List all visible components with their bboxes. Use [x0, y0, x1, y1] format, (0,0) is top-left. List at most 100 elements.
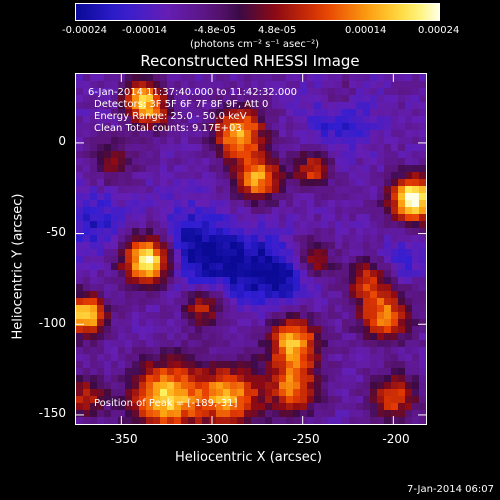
heatmap-cell — [321, 130, 329, 138]
heatmap-cell — [167, 186, 175, 194]
heatmap-cell — [335, 221, 343, 229]
heatmap-cell — [237, 403, 245, 411]
heatmap-cell — [230, 186, 238, 194]
heatmap-cell — [216, 95, 224, 103]
heatmap-cell — [286, 200, 294, 208]
heatmap-cell — [153, 333, 161, 341]
heatmap-cell — [391, 403, 399, 411]
heatmap-cell — [384, 186, 392, 194]
heatmap-cell — [321, 361, 329, 369]
heatmap-cell — [370, 193, 378, 201]
heatmap-cell — [391, 298, 399, 306]
heatmap-cell — [419, 375, 426, 383]
heatmap-cell — [223, 193, 231, 201]
heatmap-cell — [251, 312, 259, 320]
heatmap-cell — [104, 109, 112, 117]
heatmap-cell — [223, 305, 231, 313]
heatmap-cell — [125, 333, 133, 341]
heatmap-cell — [279, 200, 287, 208]
heatmap-cell — [412, 417, 420, 424]
heatmap-cell — [300, 95, 308, 103]
heatmap-cell — [181, 417, 189, 424]
heatmap-cell — [342, 116, 350, 124]
heatmap-cell — [391, 165, 399, 173]
heatmap-cell — [118, 137, 126, 145]
heatmap-cell — [146, 221, 154, 229]
heatmap-cell — [363, 298, 371, 306]
heatmap-cell — [286, 144, 294, 152]
heatmap-cell — [237, 123, 245, 131]
heatmap-cell — [272, 179, 280, 187]
heatmap-cell — [209, 88, 217, 96]
heatmap-cell — [167, 88, 175, 96]
heatmap-cell — [419, 403, 426, 411]
heatmap-cell — [342, 277, 350, 285]
heatmap-cell — [251, 277, 259, 285]
heatmap-cell — [314, 396, 322, 404]
heatmap-cell — [195, 137, 203, 145]
heatmap-cell — [265, 291, 273, 299]
heatmap-cell — [139, 319, 147, 327]
heatmap-cell — [279, 333, 287, 341]
heatmap-cell — [174, 172, 182, 180]
heatmap-cell — [195, 123, 203, 131]
heatmap-cell — [342, 382, 350, 390]
heatmap-cell — [146, 277, 154, 285]
heatmap-cell — [90, 158, 98, 166]
heatmap-cell — [188, 382, 196, 390]
heatmap-cell — [405, 270, 413, 278]
heatmap-cell — [209, 326, 217, 334]
heatmap-cell — [111, 193, 119, 201]
heatmap-cell — [174, 235, 182, 243]
heatmap-cell — [216, 375, 224, 383]
heatmap-cell — [153, 179, 161, 187]
heatmap-cell — [244, 361, 252, 369]
heatmap-cell — [195, 410, 203, 418]
heatmap-cell — [188, 347, 196, 355]
heatmap-cell — [209, 228, 217, 236]
heatmap-cell — [258, 403, 266, 411]
heatmap-cell — [223, 312, 231, 320]
heatmap-cell — [251, 242, 259, 250]
heatmap-cell — [279, 298, 287, 306]
heatmap-cell — [202, 228, 210, 236]
heatmap-cell — [349, 319, 357, 327]
heatmap-cell — [265, 116, 273, 124]
heatmap-cell — [335, 186, 343, 194]
heatmap-cell — [377, 368, 385, 376]
heatmap-cell — [132, 312, 140, 320]
heatmap-cell — [356, 228, 364, 236]
heatmap-cell — [97, 298, 105, 306]
heatmap-cell — [349, 221, 357, 229]
heatmap-cell — [111, 123, 119, 131]
heatmap-cell — [335, 179, 343, 187]
heatmap-cell — [195, 256, 203, 264]
heatmap-cell — [307, 214, 315, 222]
heatmap-cell — [307, 319, 315, 327]
heatmap-cell — [181, 403, 189, 411]
heatmap-cell — [181, 123, 189, 131]
heatmap-cell — [384, 235, 392, 243]
heatmap-cell — [167, 214, 175, 222]
heatmap-cell — [90, 74, 98, 82]
heatmap-cell — [391, 186, 399, 194]
heatmap-cell — [314, 88, 322, 96]
heatmap-cell — [419, 354, 426, 362]
heatmap-cell — [258, 305, 266, 313]
heatmap-cell — [412, 249, 420, 257]
heatmap-cell — [223, 347, 231, 355]
heatmap-cell — [104, 214, 112, 222]
heatmap-cell — [174, 151, 182, 159]
heatmap-cell — [181, 270, 189, 278]
heatmap-cell — [370, 74, 378, 82]
heatmap-cell — [286, 242, 294, 250]
heatmap-cell — [230, 270, 238, 278]
heatmap-cell — [314, 410, 322, 418]
heatmap-cell — [167, 179, 175, 187]
heatmap-cell — [293, 417, 301, 424]
heatmap-cell — [83, 116, 91, 124]
heatmap-cell — [160, 130, 168, 138]
heatmap-cell — [405, 312, 413, 320]
heatmap-cell — [111, 242, 119, 250]
heatmap-cell — [258, 130, 266, 138]
